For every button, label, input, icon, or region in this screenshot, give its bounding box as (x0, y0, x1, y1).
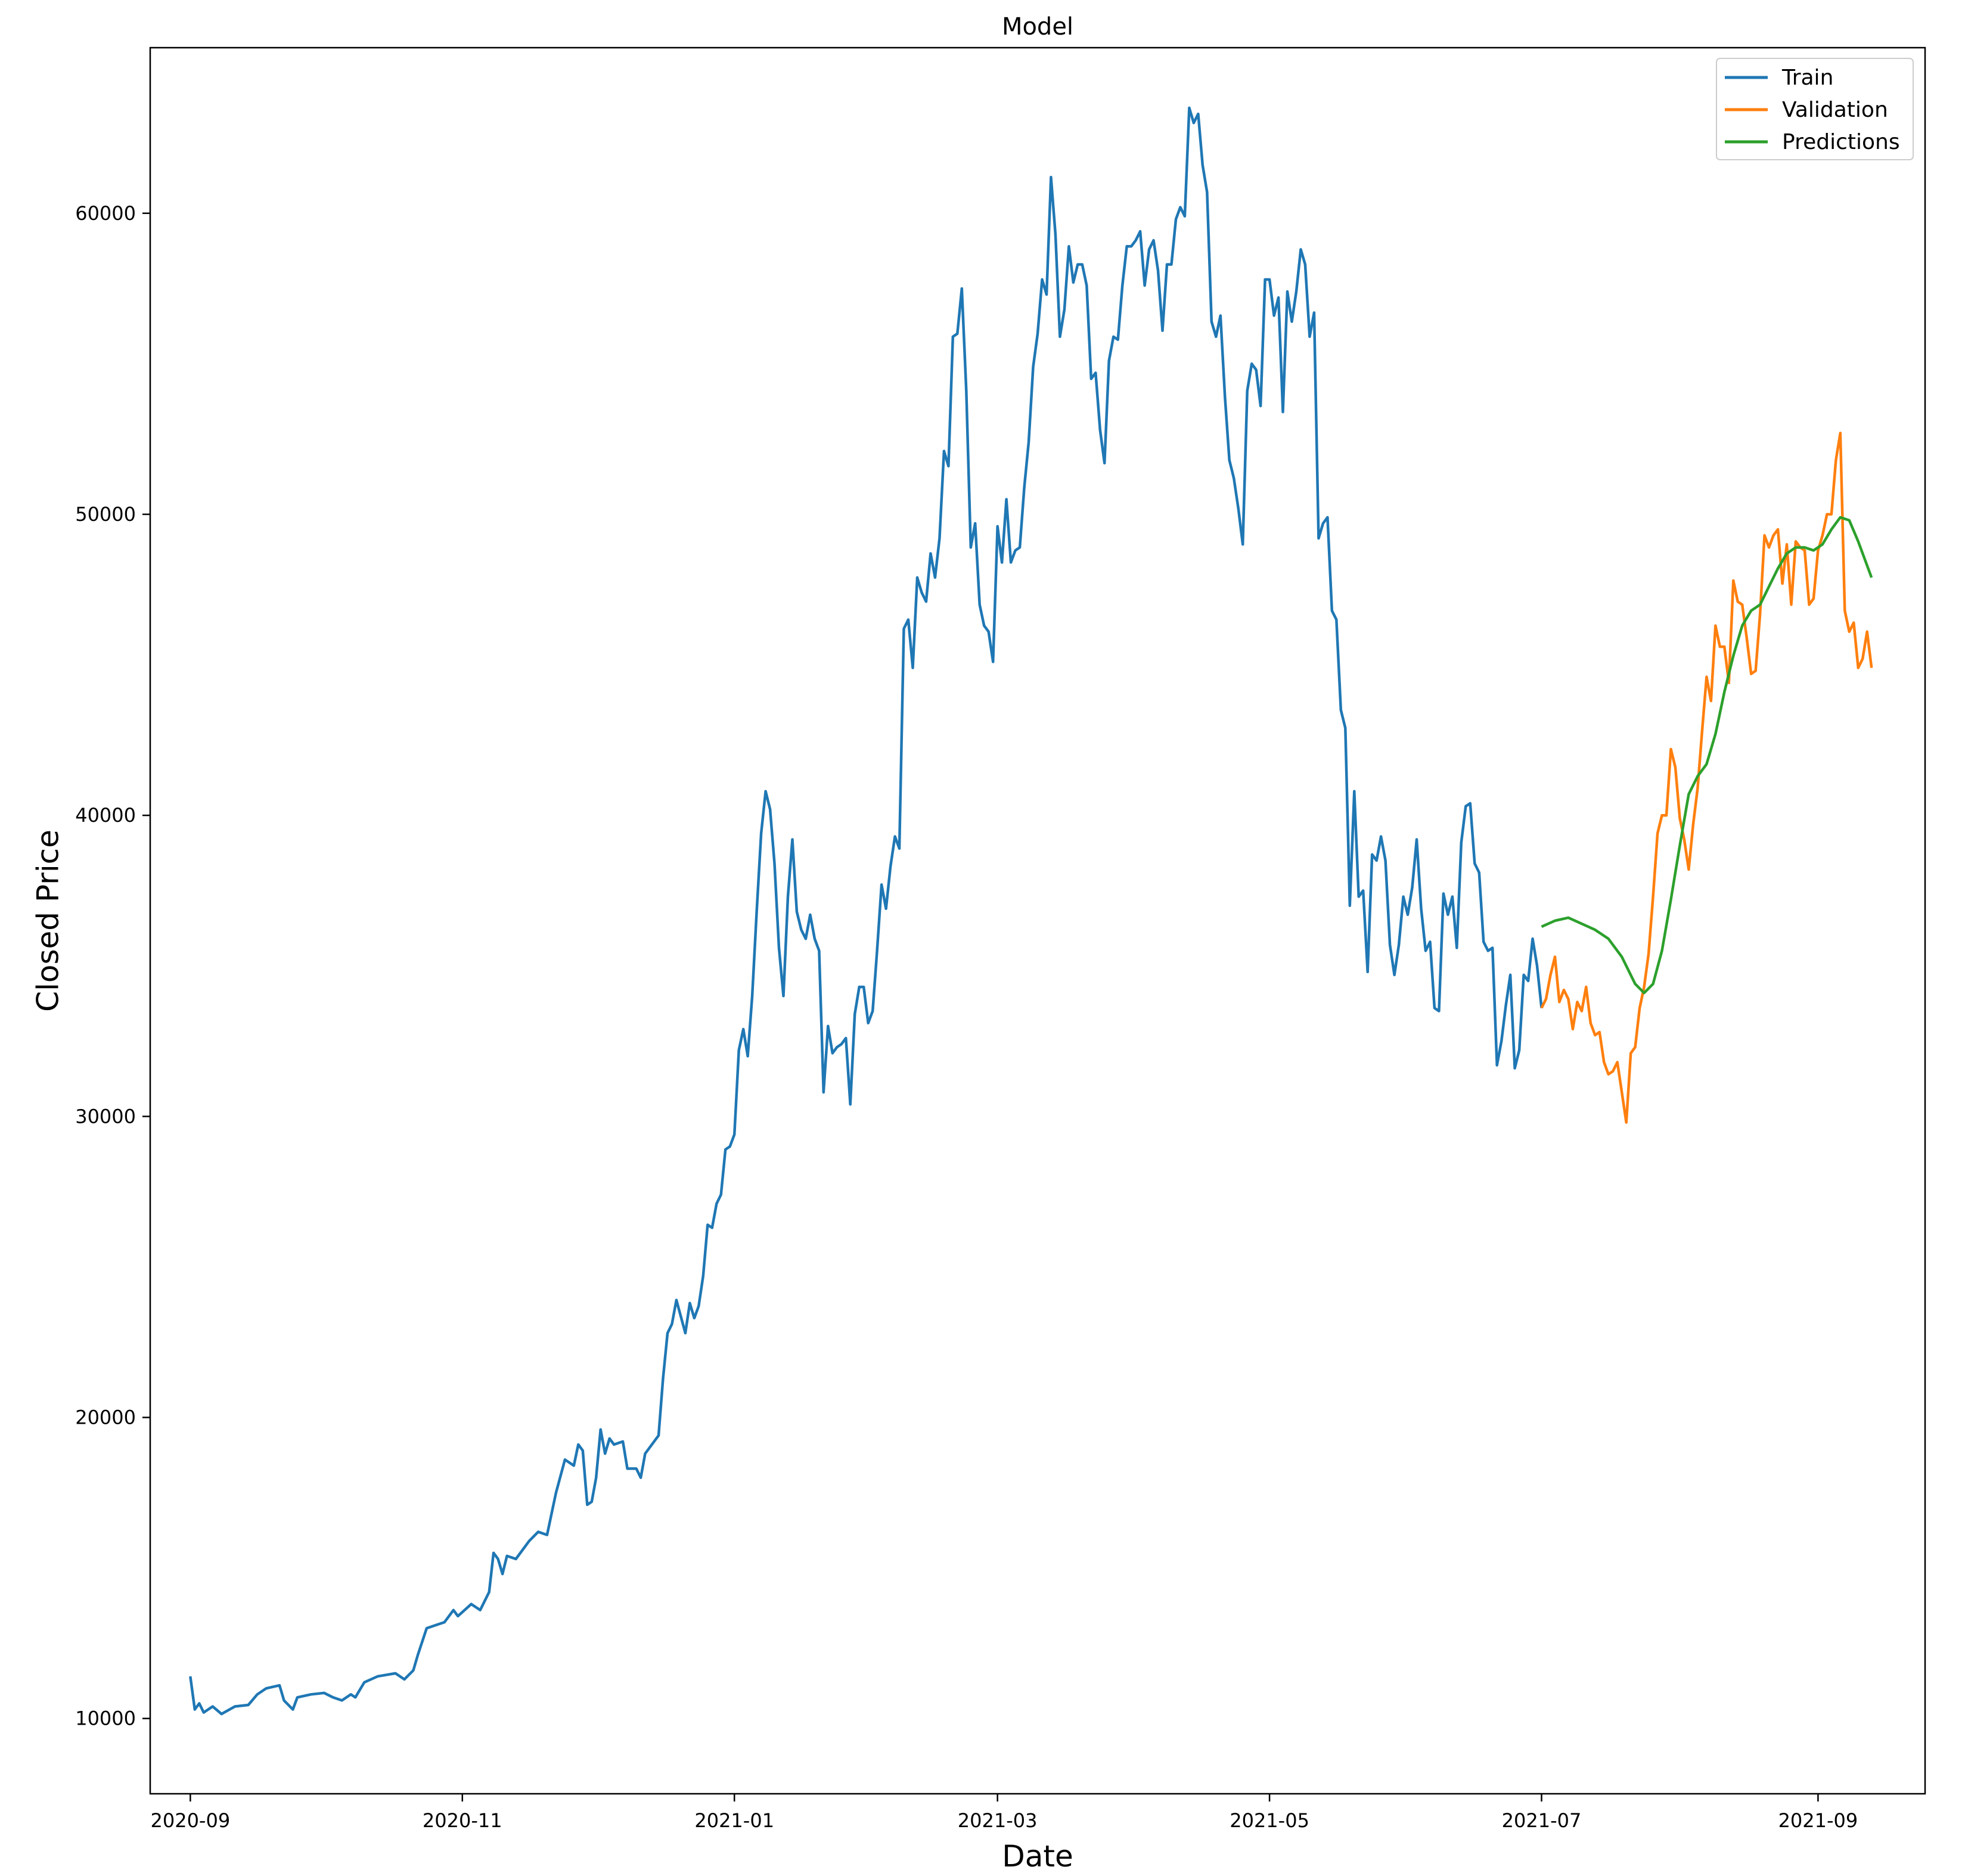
legend-label: Predictions (1782, 130, 1900, 154)
x-axis-title: Date (1002, 1839, 1073, 1874)
x-tick-label: 2021-09 (1778, 1809, 1858, 1832)
legend-box (1716, 58, 1914, 160)
y-tick-label: 30000 (75, 1105, 136, 1128)
x-tick-label: 2021-05 (1230, 1809, 1309, 1832)
y-axis: 10000 20000 30000 40000 50000 60000 (75, 202, 150, 1730)
legend-label: Validation (1782, 98, 1888, 122)
x-tick-label: 2020-09 (150, 1809, 230, 1832)
y-tick-label: 60000 (75, 202, 136, 225)
series-line-predictions (1541, 515, 1873, 995)
x-tick-label: 2021-01 (694, 1809, 774, 1832)
plot-area (189, 106, 1873, 1716)
x-tick-label: 2020-11 (423, 1809, 502, 1832)
series-line-train (189, 106, 1543, 1716)
y-tick-label: 40000 (75, 804, 136, 827)
y-axis-title: Closed Price (31, 830, 66, 1012)
y-tick-label: 20000 (75, 1406, 136, 1429)
x-tick-label: 2021-03 (958, 1809, 1038, 1832)
plot-frame (149, 46, 1926, 1795)
x-tick-label: 2021-07 (1502, 1809, 1582, 1832)
y-tick-label: 50000 (75, 503, 136, 526)
x-axis: 2020-09 2020-11 2021-01 2021-03 2021-05 2021-… (150, 1794, 1858, 1832)
legend: Train Validation Predictions (1716, 58, 1914, 160)
legend-label: Train (1781, 66, 1833, 90)
chart-title: Model (1002, 13, 1073, 41)
y-tick-label: 10000 (75, 1707, 136, 1730)
series-line-validation (1540, 431, 1873, 1124)
